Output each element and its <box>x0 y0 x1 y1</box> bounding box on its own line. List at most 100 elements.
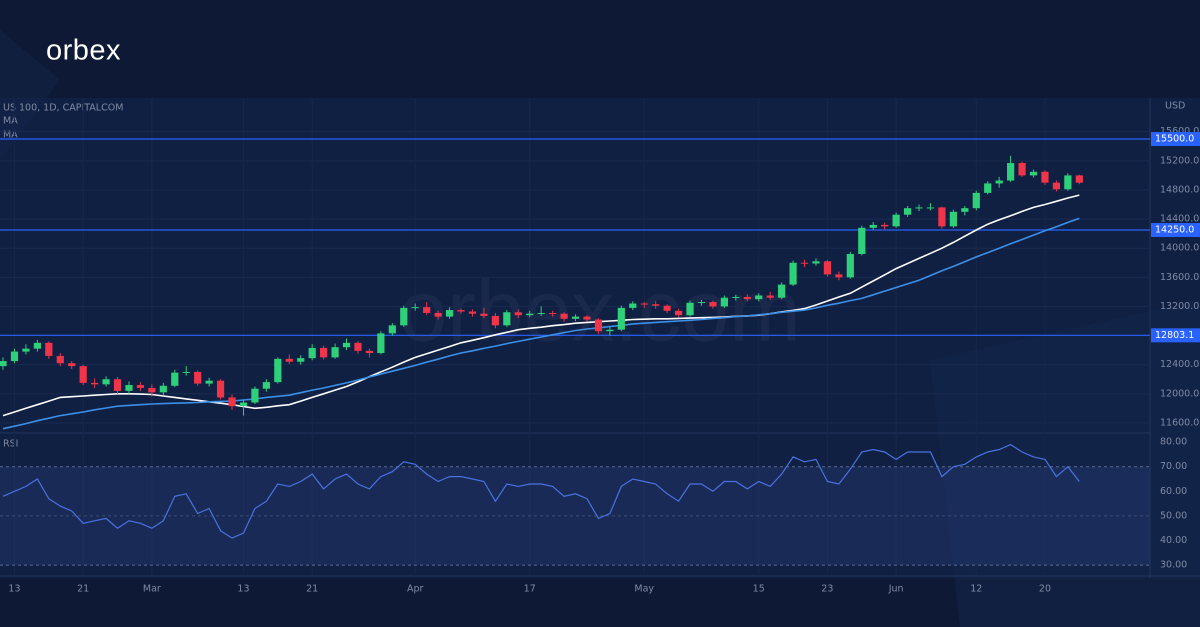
candle-body <box>342 342 351 348</box>
level-label-box <box>1151 328 1200 343</box>
candle-body <box>755 295 763 300</box>
candle-body <box>182 371 190 373</box>
candle-body <box>274 358 282 383</box>
candle-body <box>113 379 122 391</box>
candle-body <box>423 307 431 313</box>
candle-body <box>835 274 843 278</box>
candle-body <box>800 262 809 264</box>
candle-body <box>881 224 889 227</box>
level-label-box <box>1151 132 1200 147</box>
candle-body <box>789 262 797 285</box>
candle-body <box>674 310 683 316</box>
y-tick-label: 13600.0 <box>1160 272 1199 283</box>
candle-body <box>892 214 900 227</box>
y-tick-label: 14000.0 <box>1160 243 1199 254</box>
legend-entry: MA <box>3 116 18 127</box>
candle-body <box>549 312 557 314</box>
x-tick-label: Apr <box>407 584 424 595</box>
candle-body <box>159 385 167 393</box>
candle-body <box>732 296 740 298</box>
moving-average-line <box>2 217 1080 430</box>
candle-body <box>1052 182 1061 190</box>
level-label: 15500.0 <box>1155 134 1194 145</box>
logo: orbex <box>46 35 121 67</box>
candle-body <box>445 310 454 317</box>
candle-body <box>194 371 202 384</box>
candle-body <box>617 307 625 330</box>
candle-body <box>331 347 339 358</box>
y-tick-label: 50.00 <box>1160 510 1187 521</box>
candle-body <box>480 313 488 316</box>
candle-body <box>869 224 877 228</box>
candle-body <box>938 207 946 227</box>
candle-body <box>961 208 969 212</box>
candle-body <box>606 329 614 332</box>
candle-body <box>640 303 648 305</box>
candle-body <box>400 307 408 326</box>
candle-body <box>285 358 293 362</box>
candle-body <box>686 302 694 316</box>
y-tick-label: 12400.0 <box>1160 359 1199 370</box>
candle-body <box>320 347 328 358</box>
candle-body <box>1064 175 1072 190</box>
y-tick-label: 70.00 <box>1160 461 1187 472</box>
candle-body <box>778 284 786 298</box>
y-tick-label: 12000.0 <box>1160 388 1199 399</box>
y-tick-label: 60.00 <box>1160 486 1187 497</box>
candle-body <box>915 207 923 209</box>
candle-body <box>411 307 419 309</box>
candle-body <box>720 297 728 307</box>
rsi-line <box>2 443 1080 539</box>
candle-body <box>709 302 717 307</box>
y-tick-label: 15200.0 <box>1160 155 1199 166</box>
candle-body <box>503 312 511 326</box>
x-tick-label: 20 <box>1039 584 1051 595</box>
candle-body <box>365 350 374 354</box>
candle-body <box>205 380 213 384</box>
candle-body <box>216 380 225 398</box>
candle-body <box>594 319 603 332</box>
x-tick-label: 13 <box>237 584 249 595</box>
decor-shape <box>0 30 60 160</box>
candle-body <box>984 183 992 193</box>
moving-average-line <box>2 194 1080 417</box>
candle-body <box>10 351 19 362</box>
candle-body <box>262 382 270 389</box>
candle-body <box>1075 175 1083 183</box>
candle-body <box>571 316 580 319</box>
candle-body <box>125 385 133 391</box>
candle-body <box>766 295 774 298</box>
level-label: 14250.0 <box>1155 225 1194 236</box>
candle-body <box>388 325 396 334</box>
candle-body <box>377 333 385 354</box>
x-tick-label: 21 <box>77 584 89 595</box>
y-tick-label: 14400.0 <box>1160 214 1199 225</box>
candle-body <box>858 227 866 255</box>
candle-body <box>583 316 591 320</box>
candle-body <box>91 382 99 385</box>
x-tick-label: Jun <box>888 584 904 595</box>
rsi-band <box>0 466 1150 566</box>
candle-body <box>491 315 499 326</box>
candle-body <box>972 192 980 209</box>
candle-body <box>297 358 305 362</box>
candle-body <box>457 310 465 312</box>
candle-body <box>629 303 637 308</box>
legend-entry: MA <box>3 130 18 141</box>
y-tick-label: 80.00 <box>1160 437 1187 448</box>
candle-body <box>171 372 179 386</box>
rsi-title: RSI <box>3 439 18 450</box>
candle-body <box>1029 171 1038 176</box>
x-tick-label: 13 <box>8 584 20 595</box>
x-tick-label: 12 <box>970 584 982 595</box>
candle-body <box>697 302 706 304</box>
candle-body <box>995 180 1003 184</box>
candle-body <box>148 387 156 393</box>
candle-body <box>846 254 854 278</box>
y-tick-label: 40.00 <box>1160 535 1187 546</box>
candle-body <box>308 347 316 359</box>
level-label: 12803.1 <box>1155 330 1194 341</box>
y-tick-label: 11600.0 <box>1160 417 1199 428</box>
candle-body <box>823 261 832 275</box>
level-label-box <box>1151 223 1200 238</box>
